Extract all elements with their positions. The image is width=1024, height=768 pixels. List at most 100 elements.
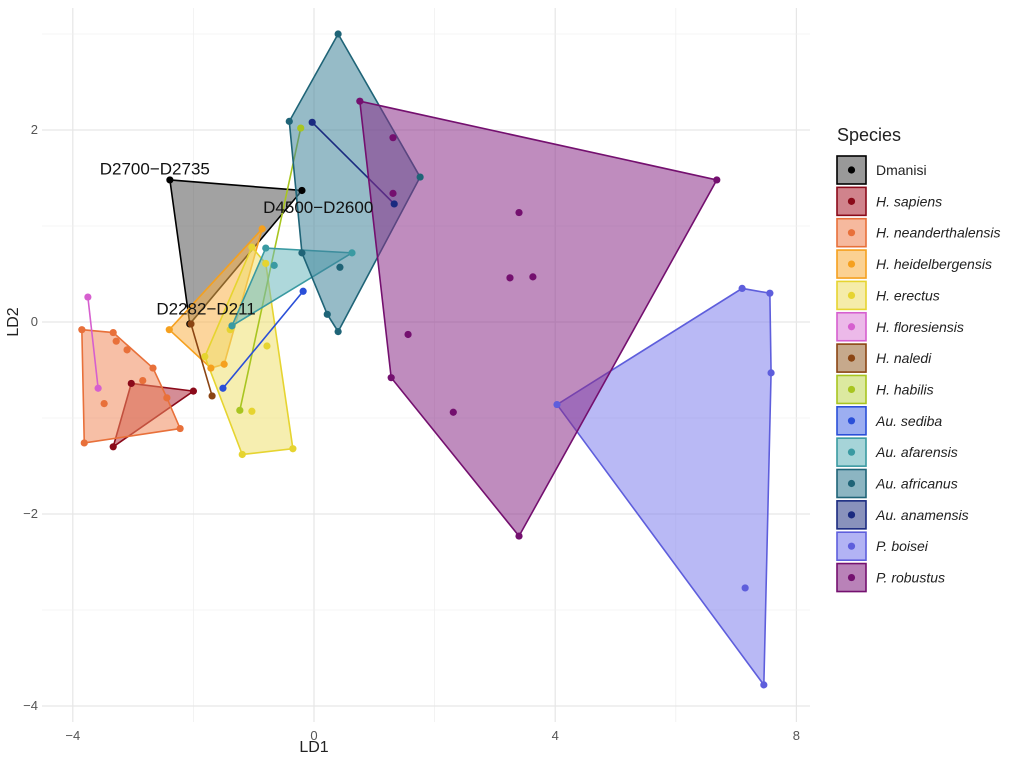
point-au-sediba	[299, 287, 307, 295]
legend-dot-p-robustus	[847, 573, 856, 582]
point-h-neanderthalensis	[112, 337, 120, 345]
y-tick-label: −4	[23, 698, 38, 713]
point-h-neanderthalensis	[139, 376, 147, 385]
point-p-robustus	[529, 273, 537, 281]
legend-label-au-afarensis: Au. afarensis	[875, 444, 958, 460]
x-tick-label: 8	[793, 728, 800, 743]
point-h-floresiensis	[84, 293, 92, 301]
point-au-afarensis	[228, 322, 236, 330]
point-h-erectus	[263, 342, 271, 350]
legend-dot-h-erectus	[847, 291, 856, 299]
point-p-robustus	[449, 408, 457, 416]
annotations: D2700−D2735 D4500−D2600 D2282−D211	[100, 159, 374, 318]
hulls	[81, 32, 772, 688]
point-h-habilis	[297, 124, 305, 132]
legend-dot-h-heidelbergensis	[847, 260, 856, 268]
legend-dot-h-neanderthalensis	[847, 229, 856, 237]
legend-label-h-naledi: H. naledi	[876, 350, 932, 366]
x-tick-label: 0	[310, 728, 317, 743]
point-h-heidelbergensis	[258, 225, 266, 233]
point-h-neanderthalensis	[149, 364, 157, 372]
points	[78, 30, 775, 689]
point-h-sapiens	[127, 379, 135, 388]
legend-dot-h-floresiensis	[847, 323, 856, 331]
legend-key-h-habilis	[836, 374, 867, 405]
point-h-floresiensis	[94, 384, 102, 392]
legend-dot-au-sediba	[847, 417, 856, 425]
legend-dot-h-sapiens	[847, 197, 856, 205]
legend-label-au-anamensis: Au. anamensis	[875, 507, 969, 523]
point-p-boisei	[741, 584, 749, 592]
legend-label-au-sediba: Au. sediba	[875, 413, 942, 429]
point-au-africanus	[334, 328, 342, 336]
point-p-robustus	[389, 189, 397, 197]
legend-dot-au-anamensis	[847, 511, 856, 519]
point-h-heidelbergensis	[165, 326, 173, 334]
legend-label-h-floresiensis: H. floresiensis	[876, 319, 964, 335]
point-h-heidelbergensis	[220, 360, 228, 368]
legend: Species Dmanisi H. sapiens H. neanderthale…	[836, 125, 1001, 593]
x-axis-title: LD1	[299, 739, 328, 756]
legend-key-h-floresiensis	[836, 311, 867, 342]
legend-label-p-robustus: P. robustus	[876, 570, 945, 586]
legend-label-h-habilis: H. habilis	[876, 381, 934, 397]
point-h-heidelbergensis	[207, 364, 215, 372]
point-h-neanderthalensis	[80, 439, 88, 447]
point-p-boisei	[767, 369, 775, 377]
x-tick-label: 4	[552, 728, 559, 743]
legend-dot-p-boisei	[847, 542, 856, 550]
hull-h-naledi	[190, 323, 213, 397]
point-h-neanderthalensis	[78, 326, 86, 334]
point-p-robustus	[506, 274, 514, 282]
point-h-erectus	[248, 243, 256, 251]
y-tick-label: 0	[31, 314, 38, 329]
annotation-label: D2700−D2735	[100, 159, 210, 178]
point-h-naledi	[187, 320, 195, 328]
point-au-anamensis	[390, 200, 398, 208]
point-p-boisei	[760, 681, 768, 689]
point-h-habilis	[236, 406, 244, 414]
point-au-afarensis	[348, 249, 356, 257]
point-p-robustus	[356, 97, 364, 105]
point-p-boisei	[553, 400, 561, 409]
point-p-boisei	[766, 289, 774, 297]
legend-dot-h-naledi	[847, 354, 856, 362]
legend-label-h-heidelbergensis: H. heidelbergensis	[876, 256, 992, 272]
point-h-erectus	[201, 352, 209, 361]
point-h-neanderthalensis	[123, 346, 131, 354]
legend-key-dmanisi	[836, 155, 867, 185]
point-h-erectus	[262, 259, 270, 268]
point-au-afarensis	[262, 244, 270, 252]
point-h-erectus	[289, 445, 297, 453]
legend-dot-dmanisi	[847, 166, 856, 174]
point-h-erectus	[238, 450, 246, 459]
tick-labels: −4 0 4 8 2 0 −2 −4	[23, 122, 800, 743]
legend-label-dmanisi: Dmanisi	[876, 162, 927, 178]
point-dmanisi	[298, 186, 306, 195]
point-au-sediba	[219, 384, 227, 392]
point-p-boisei	[738, 284, 746, 292]
point-h-sapiens	[189, 387, 197, 395]
legend-label-p-boisei: P. boisei	[876, 538, 929, 554]
point-au-africanus	[416, 173, 424, 181]
annotation-label: D4500−D2600	[263, 198, 373, 217]
legend-title: Species	[837, 125, 901, 145]
point-p-robustus	[389, 134, 397, 142]
point-au-africanus	[298, 249, 306, 257]
y-axis-title: LD2	[5, 307, 22, 336]
point-au-africanus	[336, 263, 344, 271]
y-tick-label: −2	[23, 506, 38, 521]
point-p-robustus	[515, 532, 523, 540]
point-au-afarensis	[270, 261, 278, 269]
point-dmanisi	[166, 176, 174, 184]
point-h-neanderthalensis	[109, 328, 117, 337]
hull-au-sediba	[222, 290, 304, 389]
legend-dot-au-africanus	[847, 479, 856, 488]
point-h-erectus	[248, 407, 256, 415]
point-p-robustus	[404, 330, 412, 339]
legend-label-h-sapiens: H. sapiens	[876, 193, 942, 209]
y-tick-label: 2	[31, 122, 38, 137]
point-h-sapiens	[109, 443, 117, 451]
legend-label-h-neanderthalensis: H. neanderthalensis	[876, 225, 1001, 241]
point-p-robustus	[515, 208, 523, 217]
